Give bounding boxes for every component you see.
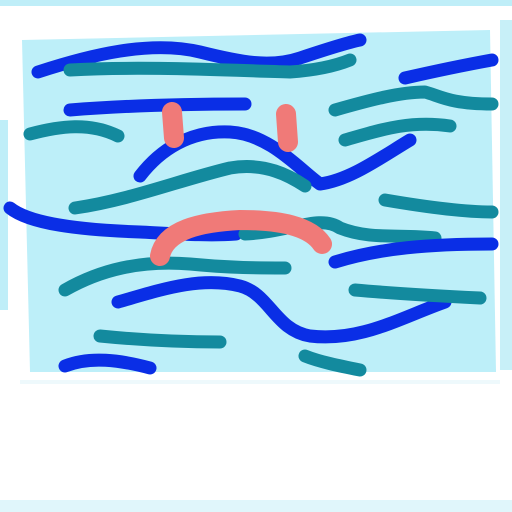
wave xyxy=(378,193,499,219)
left-edge xyxy=(0,120,8,310)
wave xyxy=(31,33,367,79)
wave xyxy=(23,120,125,143)
right-eye xyxy=(276,104,298,152)
wave xyxy=(328,237,499,269)
wave xyxy=(93,329,227,349)
bottom-edge xyxy=(0,500,512,512)
wave xyxy=(111,276,452,344)
top-edge xyxy=(0,0,512,6)
wave xyxy=(63,53,357,79)
wave xyxy=(398,53,499,85)
wave xyxy=(3,201,243,242)
wave xyxy=(348,283,487,305)
wave xyxy=(68,160,312,215)
wave xyxy=(58,353,157,375)
wave xyxy=(338,117,457,147)
sad-face xyxy=(150,102,332,266)
wave xyxy=(58,256,292,297)
mouth xyxy=(150,210,332,266)
waves xyxy=(3,33,499,377)
wave xyxy=(328,85,499,117)
wave xyxy=(63,97,252,117)
lower-edge xyxy=(20,380,500,384)
left-eye xyxy=(162,102,184,148)
right-edge xyxy=(500,20,512,370)
wave xyxy=(298,349,367,377)
